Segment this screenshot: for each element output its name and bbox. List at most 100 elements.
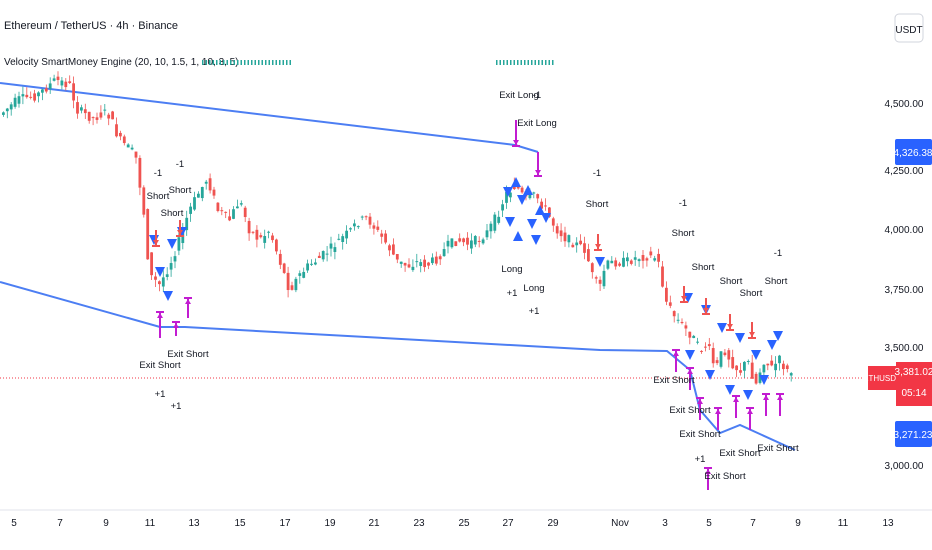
time-tick: 5 <box>11 518 17 529</box>
candle-body <box>528 193 532 199</box>
indicator-dot <box>258 60 260 65</box>
candle-body <box>224 211 228 213</box>
time-axis[interactable]: 5 7 9 11 13 15 17 19 21 23 25 27 29 Nov … <box>0 509 932 529</box>
indicator-dot <box>513 60 515 65</box>
symbol-tag <box>868 366 896 390</box>
indicator-dot <box>268 60 270 65</box>
indicator-dot <box>496 60 498 65</box>
candle-body <box>353 223 356 227</box>
candle-body <box>735 365 738 371</box>
candle-body <box>263 235 267 243</box>
signal-arrowhead <box>777 395 783 400</box>
currency-button[interactable] <box>894 13 924 43</box>
candle-body <box>165 274 169 277</box>
time-tick: 7 <box>57 518 63 529</box>
candle-body <box>48 83 52 89</box>
candle-body <box>688 331 692 338</box>
indicator-dot <box>282 60 284 65</box>
candle-body <box>111 111 114 120</box>
candle-body <box>68 81 72 83</box>
candle-body <box>314 262 317 265</box>
time-tick: 21 <box>368 518 380 529</box>
sell-triangle <box>527 219 537 229</box>
candle-body <box>680 321 684 324</box>
candle-body <box>368 216 372 225</box>
candle-body <box>750 362 754 379</box>
signal-arrowhead <box>727 324 733 329</box>
candle-body <box>64 81 68 88</box>
candle-body <box>13 97 17 107</box>
indicator-dot <box>289 60 291 65</box>
candle-body <box>575 242 579 246</box>
candle-body <box>364 216 368 218</box>
indicator-dot <box>538 60 540 65</box>
indicator-title: Velocity SmartMoney Engine (20, 10, 1.5,… <box>4 57 239 68</box>
buy-triangle <box>511 177 521 187</box>
indicator-dot <box>275 60 277 65</box>
candle-body <box>438 256 442 260</box>
signal-arrowhead <box>173 323 179 328</box>
candle-body <box>173 256 177 262</box>
current-price-label <box>896 362 932 406</box>
exit-short-label: Exit Short <box>719 448 761 459</box>
candle-body <box>758 372 762 383</box>
candle-body <box>33 93 36 101</box>
long-label: Long <box>523 283 544 294</box>
symbol-tag-text: ETHUSDT <box>863 374 901 383</box>
candle-body <box>392 244 395 255</box>
exit-short-label: Exit Short <box>704 471 746 482</box>
long-value: +1 <box>507 288 518 299</box>
signal-arrowhead <box>749 332 755 337</box>
price-axis[interactable]: USDT 4,500.00 4,250.00 4,000.00 3,750.00… <box>862 0 932 510</box>
indicator-dot <box>552 60 554 65</box>
candle-body <box>622 257 625 267</box>
candle-body <box>325 253 329 255</box>
short-label: Short <box>740 288 763 299</box>
candle-body <box>782 363 785 370</box>
candle-body <box>700 350 703 352</box>
short-value: -1 <box>154 168 162 179</box>
candle-body <box>189 206 192 214</box>
candle-body <box>247 220 251 234</box>
candle-body <box>154 276 157 280</box>
candle-body <box>415 261 419 263</box>
candle-body <box>696 341 699 343</box>
candle-body <box>481 239 485 244</box>
upper-level-label <box>895 139 932 165</box>
signal-arrowhead <box>681 296 687 301</box>
candle-body <box>271 235 274 241</box>
sell-triangle <box>685 350 695 360</box>
candle-body <box>778 355 781 364</box>
candle-body <box>228 216 231 221</box>
indicator-dot <box>233 60 235 65</box>
candle-body <box>766 363 770 366</box>
signal-arrowhead <box>177 230 183 235</box>
price-tick: 4,250.00 <box>885 166 924 177</box>
candle-body <box>399 261 403 264</box>
candle-body <box>37 92 40 97</box>
candle-body <box>99 112 103 118</box>
candlestick-series[interactable] <box>2 71 793 385</box>
candle-body <box>267 231 270 233</box>
signal-arrowhead <box>153 240 159 245</box>
sell-triangle <box>167 239 177 249</box>
sell-triangle <box>503 187 513 197</box>
sell-triangle <box>743 390 753 400</box>
candle-body <box>649 251 653 256</box>
signal-arrowhead <box>185 299 191 304</box>
lower-level-value: 3,271.23 <box>894 430 932 441</box>
candle-body <box>126 144 130 148</box>
candle-body <box>298 273 302 276</box>
candle-body <box>107 114 111 119</box>
candle-body <box>200 186 204 199</box>
time-tick: 29 <box>547 518 559 529</box>
countdown-value: 05:14 <box>901 388 926 399</box>
sell-triangle <box>717 323 727 333</box>
candle-body <box>72 83 75 101</box>
currency-label: USDT <box>895 25 922 36</box>
indicator-dot <box>216 60 218 65</box>
short-label: Short <box>169 185 192 196</box>
short-label: Short <box>692 262 715 273</box>
